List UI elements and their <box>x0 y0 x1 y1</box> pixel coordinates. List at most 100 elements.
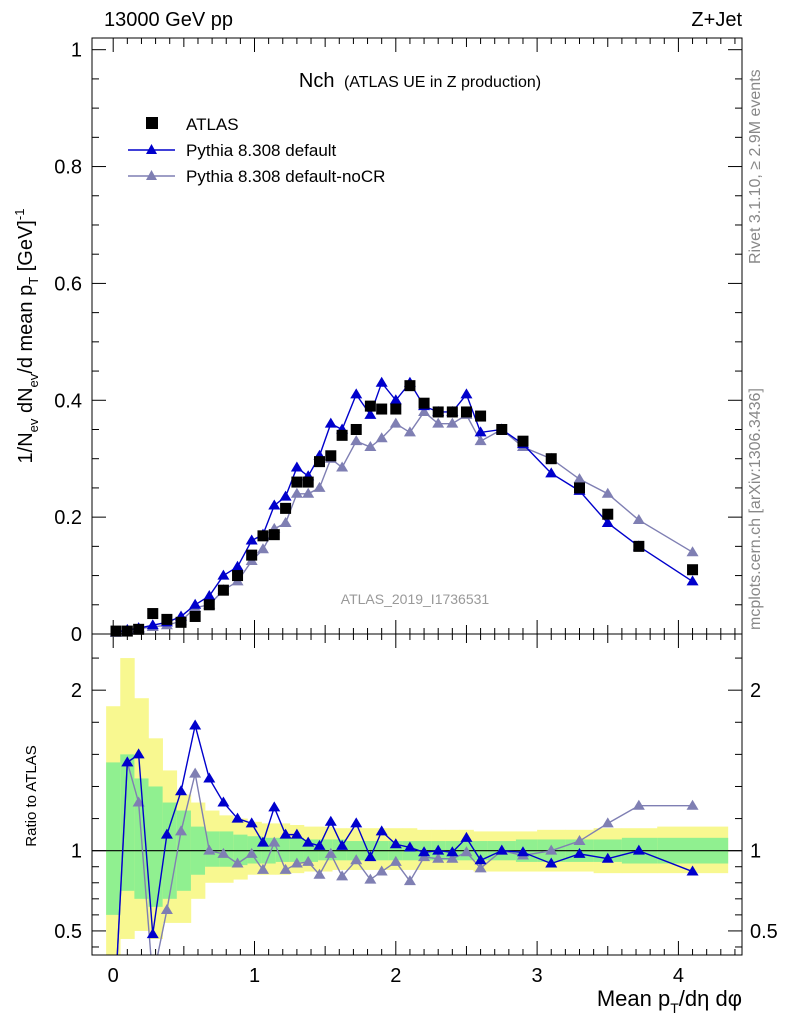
marker-default <box>364 408 377 419</box>
marker-ratio-nocr <box>324 847 337 858</box>
uncertainty-band-stat <box>205 831 220 867</box>
marker-nocr <box>418 405 431 416</box>
side-label-mcplots: mcplots.cern.ch [arXiv:1306.3436] <box>747 388 764 630</box>
x-axis-label: Mean pT/dη dφ <box>597 986 742 1016</box>
marker-ratio-nocr <box>375 865 388 876</box>
marker-ratio-default <box>121 756 134 767</box>
marker-atlas <box>376 403 388 415</box>
marker-ratio-nocr <box>403 875 416 886</box>
marker-atlas <box>268 529 280 541</box>
marker-nocr <box>686 546 699 557</box>
marker-default <box>279 490 292 501</box>
marker-nocr <box>573 473 586 484</box>
ratio-y-tick-label: 2 <box>71 680 82 702</box>
marker-ratio-nocr <box>545 844 558 855</box>
marker-atlas <box>633 540 645 552</box>
marker-ratio-nocr <box>632 799 645 810</box>
marker-ratio-default <box>245 817 258 828</box>
marker-ratio-default <box>146 928 159 939</box>
marker-nocr <box>474 435 487 446</box>
y-tick-label: 0.6 <box>54 273 82 295</box>
marker-atlas <box>404 380 416 392</box>
marker-default <box>245 534 258 545</box>
marker-ratio-nocr <box>217 847 230 858</box>
marker-ratio-default <box>217 796 230 807</box>
marker-nocr <box>364 441 377 452</box>
legend-marker-nocr <box>146 170 157 180</box>
ratio-y-tick-label-right: 0.5 <box>750 921 778 943</box>
lower-panel: 0.5 0.5 1 1 2 2 <box>54 657 778 955</box>
ylabel-sub1: ev <box>26 418 41 432</box>
marker-atlas <box>364 400 376 412</box>
x-tick-label: 0 <box>108 965 119 987</box>
marker-ratio-nocr <box>132 796 145 807</box>
marker-ratio-default <box>460 831 473 842</box>
ylabel-part-d: [GeV] <box>15 220 37 277</box>
marker-ratio-nocr <box>350 854 363 865</box>
marker-nocr <box>302 487 315 498</box>
legend-label-default: Pythia 8.308 default <box>186 141 337 160</box>
ylabel-part-b: dN <box>15 387 37 418</box>
marker-ratio-default <box>336 839 349 850</box>
marker-ratio-nocr <box>364 873 377 884</box>
marker-ratio-default <box>175 785 188 796</box>
marker-nocr <box>403 426 416 437</box>
marker-ratio-nocr <box>256 863 269 874</box>
marker-atlas <box>217 584 229 596</box>
ratio-y-tick-label-right: 2 <box>750 680 761 702</box>
marker-ratio-default <box>279 828 292 839</box>
marker-default <box>231 560 244 571</box>
marker-ratio-default <box>189 719 202 730</box>
marker-ratio-nocr <box>446 852 459 863</box>
marker-default <box>203 590 216 601</box>
marker-ratio-default <box>203 772 216 783</box>
marker-ratio-default <box>302 836 315 847</box>
marker-atlas <box>545 453 557 465</box>
ylabel-sub2: ev <box>26 373 41 387</box>
marker-nocr <box>389 417 402 428</box>
marker-ratio-nocr <box>686 799 699 810</box>
marker-atlas <box>314 456 325 468</box>
marker-atlas <box>133 623 145 635</box>
marker-ratio-default <box>132 748 145 759</box>
marker-nocr <box>632 514 645 525</box>
analysis-label: ATLAS_2019_I1736531 <box>341 591 490 607</box>
marker-ratio-default <box>160 828 173 839</box>
marker-atlas <box>121 625 133 637</box>
marker-ratio-default <box>495 844 508 855</box>
marker-atlas <box>446 406 458 418</box>
marker-ratio-default <box>432 844 445 855</box>
marker-ratio-default <box>364 851 377 862</box>
marker-atlas <box>203 599 215 611</box>
x-tick-label: 4 <box>673 965 684 987</box>
marker-ratio-default <box>516 846 529 857</box>
legend-label-nocr: Pythia 8.308 default-noCR <box>186 167 385 186</box>
marker-default <box>146 619 159 630</box>
marker-ratio-nocr <box>460 846 473 857</box>
marker-default <box>350 388 363 399</box>
ratio-series-group <box>116 719 699 955</box>
marker-atlas <box>390 403 402 415</box>
lower-panel-frame <box>91 633 743 956</box>
marker-ratio-default <box>350 817 363 828</box>
marker-default <box>389 394 402 405</box>
xlabel-part-a: Mean p <box>597 986 670 1011</box>
marker-ratio-nocr <box>290 857 303 868</box>
marker-ratio-default <box>632 844 645 855</box>
marker-ratio-default <box>601 852 614 863</box>
marker-nocr <box>350 435 363 446</box>
x-tick-label: 1 <box>249 965 260 987</box>
marker-atlas <box>175 616 187 628</box>
x-tick-label: 3 <box>532 965 543 987</box>
y-tick-label: 0 <box>71 624 82 646</box>
marker-ratio-nocr <box>268 836 281 847</box>
marker-default <box>474 426 487 437</box>
marker-ratio-default <box>573 847 586 858</box>
marker-ratio-default <box>545 857 558 868</box>
marker-default <box>601 516 614 527</box>
marker-ratio-default <box>686 865 699 876</box>
legend-marker-atlas <box>146 117 158 129</box>
marker-atlas <box>161 613 173 625</box>
chart-title-sub: (ATLAS UE in Z production) <box>344 74 541 91</box>
